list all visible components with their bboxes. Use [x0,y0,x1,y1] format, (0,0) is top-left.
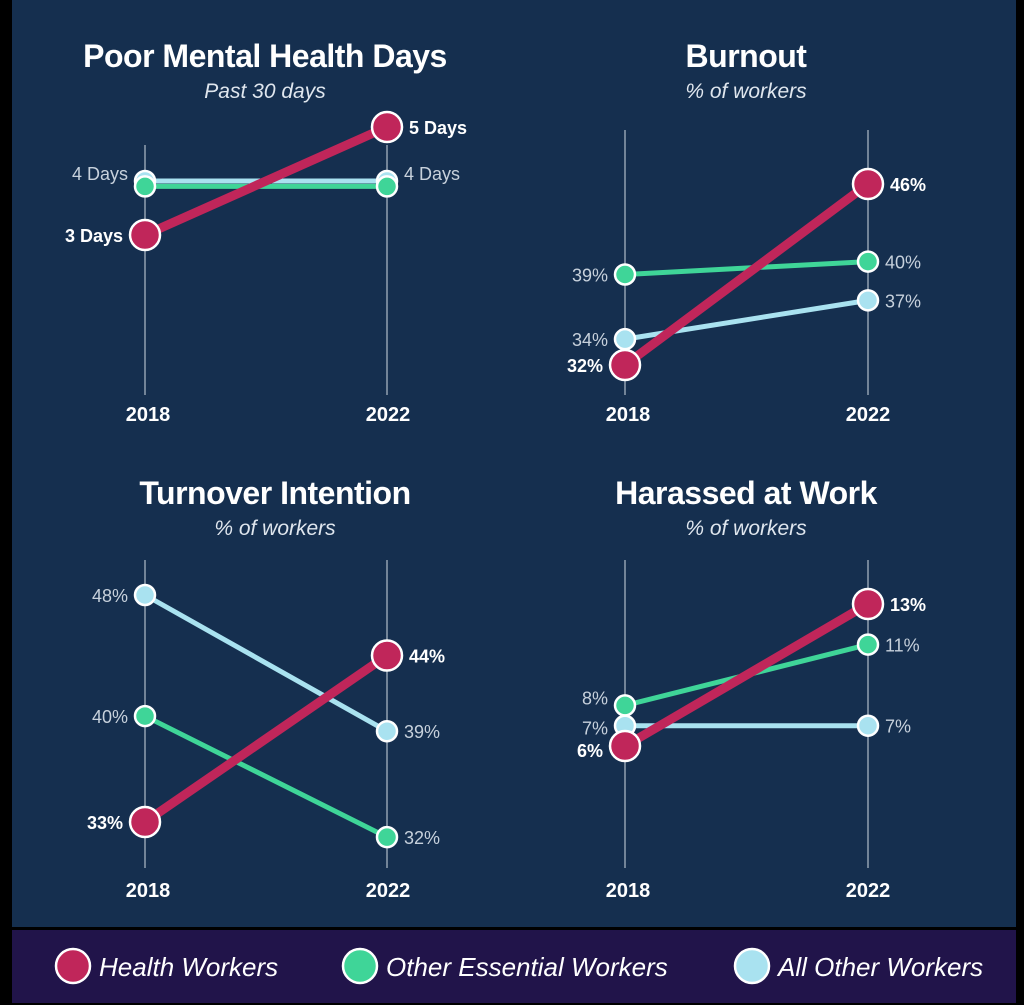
panel-1-point-health-workers-2018 [128,218,162,252]
panel-3-point-health-workers-2018 [128,805,162,839]
panel-4-point-other-essential-workers-2022 [856,633,880,656]
panel-2-title: Burnout [686,38,808,74]
panel-2-label-health-workers-2018: 32% [567,356,603,376]
panel-4-label-other-essential-workers-2018: 8% [582,688,608,708]
panel-4-marks: 6% 13% 8% 11% 7% 7% [577,560,926,868]
panel-2-line-health-workers [620,179,873,370]
panel-2-subtitle: % of workers [685,80,807,103]
panel-1-line-health-workers [140,122,392,240]
panel-2-label-health-workers-2022: 46% [890,175,926,195]
panel-4-label-health-workers-2022: 13% [890,595,926,615]
panel-1-label-all-other-workers-2022: 4 Days [404,164,460,184]
panel-burnout: Burnout % of workers 2018 2022 32% 46% 39%… [567,38,926,426]
panel-3-point-other-essential-workers-2022 [375,825,399,849]
panel-3-marks: 33% 44% 40% 32% 48% 39% [87,560,445,868]
panel-4-point-other-essential-workers-2018 [613,694,637,717]
panel-4-title: Harassed at Work [615,475,877,511]
panel-1-x-tick-2022: 2022 [366,404,411,426]
panel-1-point-other-essential-workers-2022 [375,175,399,198]
panel-4-point-health-workers-2018 [608,729,642,763]
panel-3-label-health-workers-2018: 33% [87,813,123,833]
panel-3-point-all-other-workers-2022 [375,719,399,743]
panel-3-label-all-other-workers-2018: 48% [92,586,128,606]
panel-4-label-health-workers-2018: 6% [577,741,603,761]
panel-3-title: Turnover Intention [139,475,410,511]
panel-1-label-health-workers-2022: 5 Days [409,118,467,138]
panel-2-marks: 32% 46% 39% 40% 34% 37% [567,130,926,395]
panel-3-x-tick-2018: 2018 [126,880,171,902]
legend-label-other-essential-workers: Other Essential Workers [386,952,668,982]
panel-1-point-health-workers-2022 [370,110,404,144]
panel-2-x-tick-2018: 2018 [606,404,651,426]
panel-4-x-tick-2018: 2018 [606,880,651,902]
panel-2-point-other-essential-workers-2018 [613,263,637,286]
panel-1-subtitle: Past 30 days [204,80,326,103]
panel-1-x-tick-2018: 2018 [126,404,171,426]
legend-swatch-all-other-workers [733,947,771,985]
panel-1-label-health-workers-2018: 3 Days [65,226,123,246]
panel-2-x-tick-2022: 2022 [846,404,891,426]
panel-3-label-all-other-workers-2022: 39% [404,722,440,742]
panel-2-label-other-essential-workers-2018: 39% [572,266,608,286]
panel-4-x-tick-2022: 2022 [846,880,891,902]
panel-2-point-other-essential-workers-2022 [856,250,880,273]
panel-2-point-all-other-workers-2018 [613,327,637,351]
legend-label-all-other-workers: All Other Workers [776,952,983,982]
legend-bar [12,930,1016,1003]
panel-2-point-all-other-workers-2022 [856,289,880,312]
panel-2-label-all-other-workers-2022: 37% [885,291,921,311]
panel-2-label-other-essential-workers-2022: 40% [885,253,921,273]
panel-4-label-other-essential-workers-2022: 11% [885,636,920,656]
panel-3-line-other-essential-workers [142,713,390,840]
legend: Health Workers Other Essential Workers A… [54,947,983,985]
panel-poor-mental-health-days: Poor Mental Health Days Past 30 days 201… [65,38,467,426]
panel-3-label-other-essential-workers-2018: 40% [92,707,128,727]
panel-2-line-other-essential-workers [622,259,871,277]
legend-swatch-other-essential-workers [341,947,379,985]
panel-4-line-health-workers [620,599,873,751]
panel-4-point-all-other-workers-2022 [856,714,880,737]
panel-2-label-all-other-workers-2018: 34% [572,330,608,350]
panel-harassed-at-work: Harassed at Work % of workers 2018 2022 … [577,475,926,902]
panel-3-line-health-workers [140,651,392,827]
panel-3-label-health-workers-2022: 44% [409,647,445,667]
panel-4-point-health-workers-2022 [851,587,885,621]
chart-background [12,0,1016,927]
panel-2-point-health-workers-2022 [851,167,885,201]
panel-4-subtitle: % of workers [685,517,807,540]
panel-3-point-health-workers-2022 [370,639,404,672]
panel-1-point-other-essential-workers-2018 [133,175,157,198]
legend-swatch-health-workers [54,947,92,985]
panel-3-label-other-essential-workers-2022: 32% [404,828,440,848]
panel-3-line-all-other-workers [142,592,390,734]
panel-3-x-tick-2022: 2022 [366,880,411,902]
panel-1-label-all-other-workers-2018: 4 Days [72,164,128,184]
legend-label-health-workers: Health Workers [99,952,278,982]
panel-1-title: Poor Mental Health Days [83,38,447,74]
panel-1-marks: 3 Days 5 Days 4 Days 4 Days [65,110,467,395]
panel-turnover-intention: Turnover Intention % of workers 2018 202… [87,475,445,902]
panel-2-point-health-workers-2018 [608,348,642,382]
panel-4-label-all-other-workers-2022: 7% [885,717,911,737]
panel-3-point-other-essential-workers-2018 [133,704,157,728]
panel-4-label-all-other-workers-2018: 7% [582,719,608,739]
panel-3-subtitle: % of workers [214,517,336,540]
panel-3-point-all-other-workers-2018 [133,583,157,607]
